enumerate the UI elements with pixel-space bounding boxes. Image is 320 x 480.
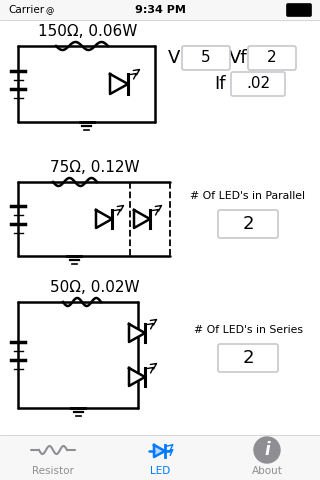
Text: # Of LED's in Series: # Of LED's in Series	[194, 325, 302, 335]
Polygon shape	[129, 368, 145, 386]
FancyBboxPatch shape	[218, 210, 278, 238]
Bar	[0, 435, 320, 480]
Text: 75Ω, 0.12W: 75Ω, 0.12W	[50, 160, 140, 176]
Text: Carrier: Carrier	[8, 5, 44, 15]
FancyBboxPatch shape	[182, 46, 230, 70]
Text: @: @	[46, 7, 54, 15]
Text: Resistor: Resistor	[32, 466, 74, 476]
Text: .02: .02	[246, 76, 270, 92]
Text: 9:34 PM: 9:34 PM	[135, 5, 185, 15]
Text: 5: 5	[201, 50, 211, 65]
Polygon shape	[154, 445, 165, 457]
Text: Vf: Vf	[229, 49, 247, 67]
Text: If: If	[214, 75, 226, 93]
Text: 50Ω, 0.02W: 50Ω, 0.02W	[50, 280, 140, 296]
FancyBboxPatch shape	[231, 72, 285, 96]
Circle shape	[254, 437, 280, 463]
FancyBboxPatch shape	[218, 344, 278, 372]
Polygon shape	[134, 210, 150, 228]
Text: 2: 2	[267, 50, 277, 65]
FancyBboxPatch shape	[287, 4, 311, 16]
Text: 2: 2	[242, 349, 254, 367]
Polygon shape	[129, 324, 145, 342]
Text: # Of LED's in Parallel: # Of LED's in Parallel	[190, 191, 306, 201]
Text: 2: 2	[242, 215, 254, 233]
Polygon shape	[110, 74, 128, 94]
Text: LED: LED	[150, 466, 170, 476]
Text: i: i	[264, 441, 270, 459]
Text: 150Ω, 0.06W: 150Ω, 0.06W	[38, 24, 138, 39]
Bar	[0, 0, 320, 20]
Polygon shape	[96, 210, 112, 228]
Text: About: About	[252, 466, 283, 476]
FancyBboxPatch shape	[248, 46, 296, 70]
Text: V: V	[168, 49, 180, 67]
